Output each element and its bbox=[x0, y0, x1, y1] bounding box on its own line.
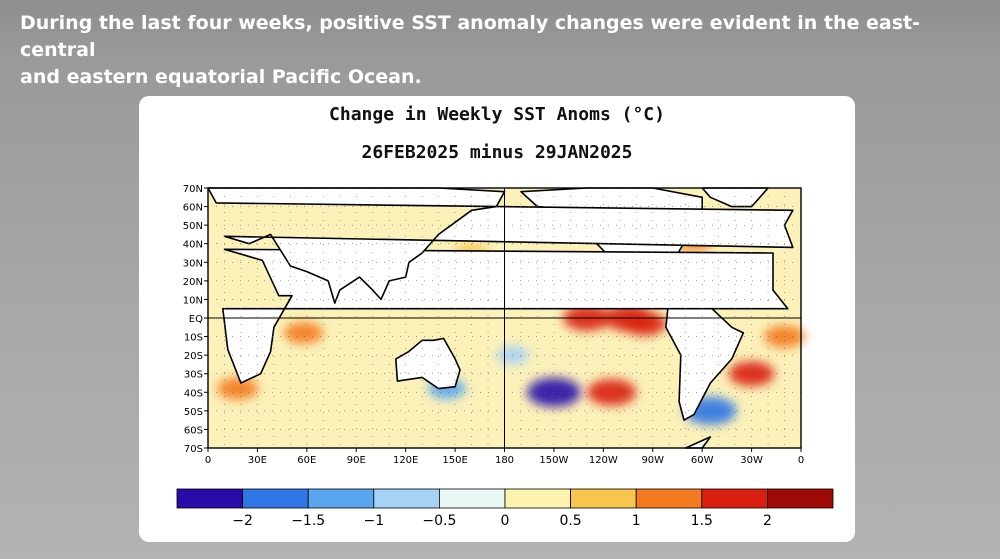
colorbar-label: 1 bbox=[632, 513, 641, 529]
chart-subtitle: 26FEB2025 minus 29JAN2025 bbox=[361, 142, 633, 163]
colorbar-segment bbox=[242, 488, 309, 509]
anomaly-patch bbox=[622, 311, 667, 336]
anomaly-patch bbox=[587, 379, 636, 406]
y-tick-label: 60N bbox=[183, 203, 203, 214]
anomaly-patch bbox=[217, 377, 259, 400]
colorbar-segment bbox=[176, 488, 243, 509]
anomaly-patch bbox=[283, 322, 324, 344]
anomaly-patch bbox=[728, 361, 775, 387]
x-tick-label: 120W bbox=[589, 455, 618, 466]
colorbar-segment bbox=[635, 488, 703, 509]
colorbar-label: 1.5 bbox=[691, 513, 713, 529]
y-tick-label: 30N bbox=[183, 258, 203, 269]
x-tick-label: 180 bbox=[495, 455, 514, 466]
y-tick-label: 10N bbox=[183, 295, 203, 306]
colorbar-segment bbox=[570, 488, 637, 509]
headline-line-1: During the last four weeks, positive SST… bbox=[20, 12, 920, 61]
x-tick-label: 60E bbox=[297, 455, 316, 466]
land-south-america bbox=[665, 294, 745, 421]
x-tick-label: 0 bbox=[798, 455, 804, 466]
x-tick-label: 0 bbox=[205, 455, 211, 466]
anomaly-patch bbox=[527, 377, 581, 407]
colorbar-label: 0.5 bbox=[559, 513, 581, 529]
colorbar-label: −1.5 bbox=[291, 513, 325, 529]
colorbar-label: −1 bbox=[363, 513, 384, 529]
colorbar-label: −2 bbox=[232, 513, 253, 529]
x-tick-label: 30E bbox=[248, 455, 267, 466]
x-tick-label: 150E bbox=[442, 455, 467, 466]
y-tick-label: 50N bbox=[183, 221, 203, 232]
y-tick-label: 30S bbox=[184, 370, 203, 381]
colorbar-segment bbox=[701, 488, 768, 509]
y-tick-label: 60S bbox=[184, 425, 203, 436]
x-tick-label: 150W bbox=[539, 455, 568, 466]
x-tick-label: 60W bbox=[691, 455, 714, 466]
colorbar-segment bbox=[307, 488, 375, 509]
colorbar-segment bbox=[373, 488, 440, 509]
colorbar-label: −0.5 bbox=[422, 513, 456, 529]
land-europe-asia bbox=[207, 187, 794, 304]
x-tick-label: 120E bbox=[393, 455, 418, 466]
chart-card: Change in Weekly SST Anoms (°C) 26FEB202… bbox=[139, 96, 855, 542]
y-tick-label: 50S bbox=[184, 407, 203, 418]
y-tick-label: 10S bbox=[184, 333, 203, 344]
y-tick-label: 70S bbox=[184, 444, 203, 455]
headline: During the last four weeks, positive SST… bbox=[20, 10, 980, 91]
chart-title: Change in Weekly SST Anoms (°C) bbox=[329, 104, 665, 125]
land-africa bbox=[222, 248, 789, 384]
y-tick-label: 20S bbox=[184, 351, 203, 362]
y-tick-label: 40S bbox=[184, 388, 203, 399]
x-tick-label: 30W bbox=[740, 455, 763, 466]
colorbar-segment bbox=[504, 488, 571, 509]
colorbar-segment bbox=[438, 488, 506, 509]
colorbar-label: 0 bbox=[501, 513, 510, 529]
x-tick-label: 90W bbox=[641, 455, 664, 466]
y-tick-label: EQ bbox=[189, 314, 203, 325]
y-tick-label: 70N bbox=[183, 184, 203, 195]
y-tick-label: 20N bbox=[183, 277, 203, 288]
land-australia bbox=[394, 337, 461, 390]
sst-map-chart: 70N 60N 50N 40N 30N 20N 10N EQ 10S 20S 30S 40S 50S 60… bbox=[176, 184, 834, 529]
colorbar-label: 2 bbox=[763, 513, 772, 529]
colorbar-segment bbox=[767, 488, 834, 509]
headline-line-2: and eastern equatorial Pacific Ocean. bbox=[20, 66, 422, 88]
x-tick-label: 90E bbox=[347, 455, 366, 466]
y-tick-label: 40N bbox=[183, 240, 203, 251]
